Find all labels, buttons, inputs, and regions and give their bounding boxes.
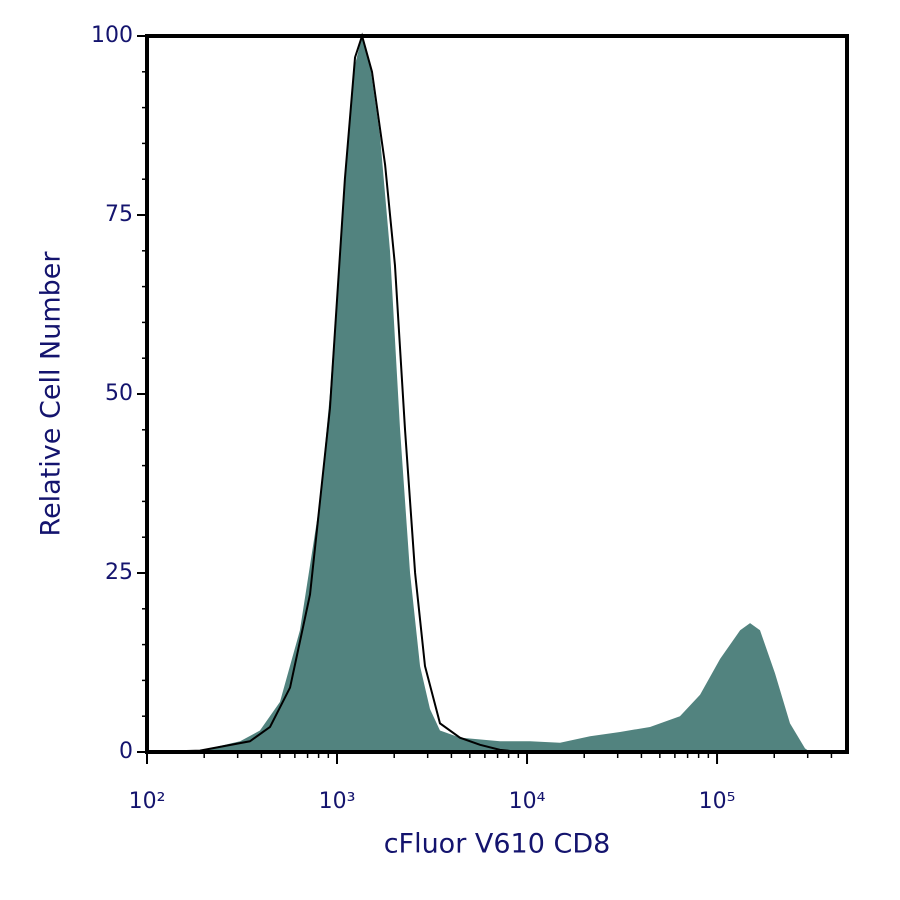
y-tick-label: 0	[119, 739, 133, 764]
y-tick-label: 50	[105, 381, 133, 406]
x-tick-label: 10⁵	[699, 789, 736, 814]
y-axis-title: Relative Cell Number	[36, 251, 67, 537]
y-tick-label: 75	[105, 202, 133, 227]
y-tick-label: 100	[91, 23, 133, 48]
x-tick-label: 10³	[319, 789, 356, 814]
x-axis-title: cFluor V610 CD8	[384, 829, 611, 860]
y-tick-label: 25	[105, 560, 133, 585]
histogram-area	[150, 36, 811, 752]
x-tick-label: 10⁴	[509, 789, 546, 814]
histogram-line	[150, 32, 521, 753]
x-tick-label: 10²	[129, 789, 166, 814]
